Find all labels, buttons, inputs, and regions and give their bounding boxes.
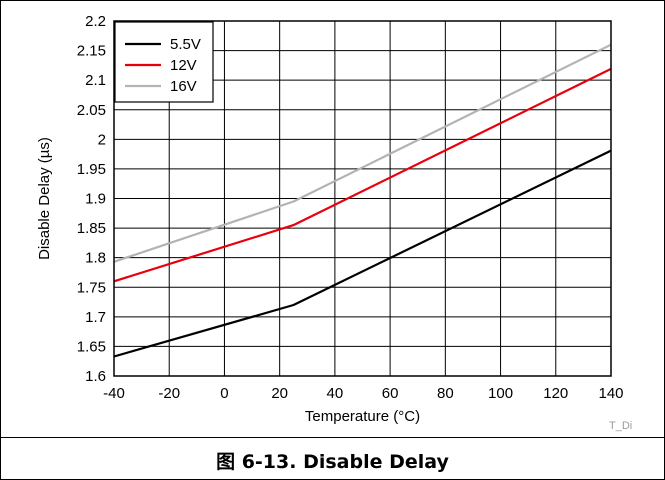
series-line-16v [113, 43, 612, 263]
x-axis-title: Temperature (°C) [305, 408, 420, 425]
legend-box [114, 21, 214, 103]
y-tick-labels: 1.6 1.65 1.7 1.75 1.8 1.85 1.9 1.95 2 2.05 2.1 2.15… [77, 13, 106, 385]
y-tick-label: 1.6 [85, 368, 106, 385]
y-tick-label: 1.9 [85, 191, 106, 208]
x-tick-label: 20 [271, 385, 288, 402]
x-tick-label: 140 [598, 385, 623, 402]
y-tick-label: 2 [98, 131, 106, 148]
x-tick-label: 100 [488, 385, 513, 402]
y-tick-label: 1.85 [77, 220, 106, 237]
y-tick-label: 1.8 [85, 250, 106, 267]
y-tick-label: 1.95 [77, 161, 106, 178]
legend: 5.5V 12V 16V [114, 21, 214, 103]
y-tick-label: 2.05 [77, 102, 106, 119]
series-lines [113, 43, 612, 358]
x-tick-label: 60 [382, 385, 399, 402]
line-chart: -40 -20 0 20 40 60 80 100 120 140 1.61.651.71.751… [36, 13, 632, 432]
y-axis-title: Disable Delay (µs) [36, 137, 53, 260]
x-tick-label: -40 [103, 385, 125, 402]
y-tick-label: 1.75 [77, 279, 106, 296]
legend-label: 12V [170, 57, 197, 74]
y-tick-label: 1.65 [77, 338, 106, 355]
series-line-5-5v [113, 149, 612, 358]
series-line-12v [113, 67, 612, 283]
y-tick-label: 2.15 [77, 43, 106, 60]
x-tick-label: 120 [543, 385, 568, 402]
plot-frame [113, 20, 612, 377]
y-tick-label: 2.2 [85, 13, 106, 30]
x-tick-label: 80 [437, 385, 454, 402]
x-tick-label: 0 [220, 385, 228, 402]
grid [114, 21, 611, 376]
x-tick-label: -20 [158, 385, 180, 402]
caption-divider [1, 437, 664, 438]
x-tick-label: 40 [327, 385, 344, 402]
legend-label: 5.5V [170, 36, 201, 53]
figure-caption: 图 6-13. Disable Delay [216, 451, 449, 473]
y-tick-label: 1.7 [85, 309, 106, 326]
legend-label: 16V [170, 78, 197, 95]
x-tick-labels: -40 -20 0 20 40 60 80 100 120 140 [103, 385, 623, 402]
watermark-label: T_Di [609, 420, 632, 432]
y-tick-label: 2.1 [85, 72, 106, 89]
